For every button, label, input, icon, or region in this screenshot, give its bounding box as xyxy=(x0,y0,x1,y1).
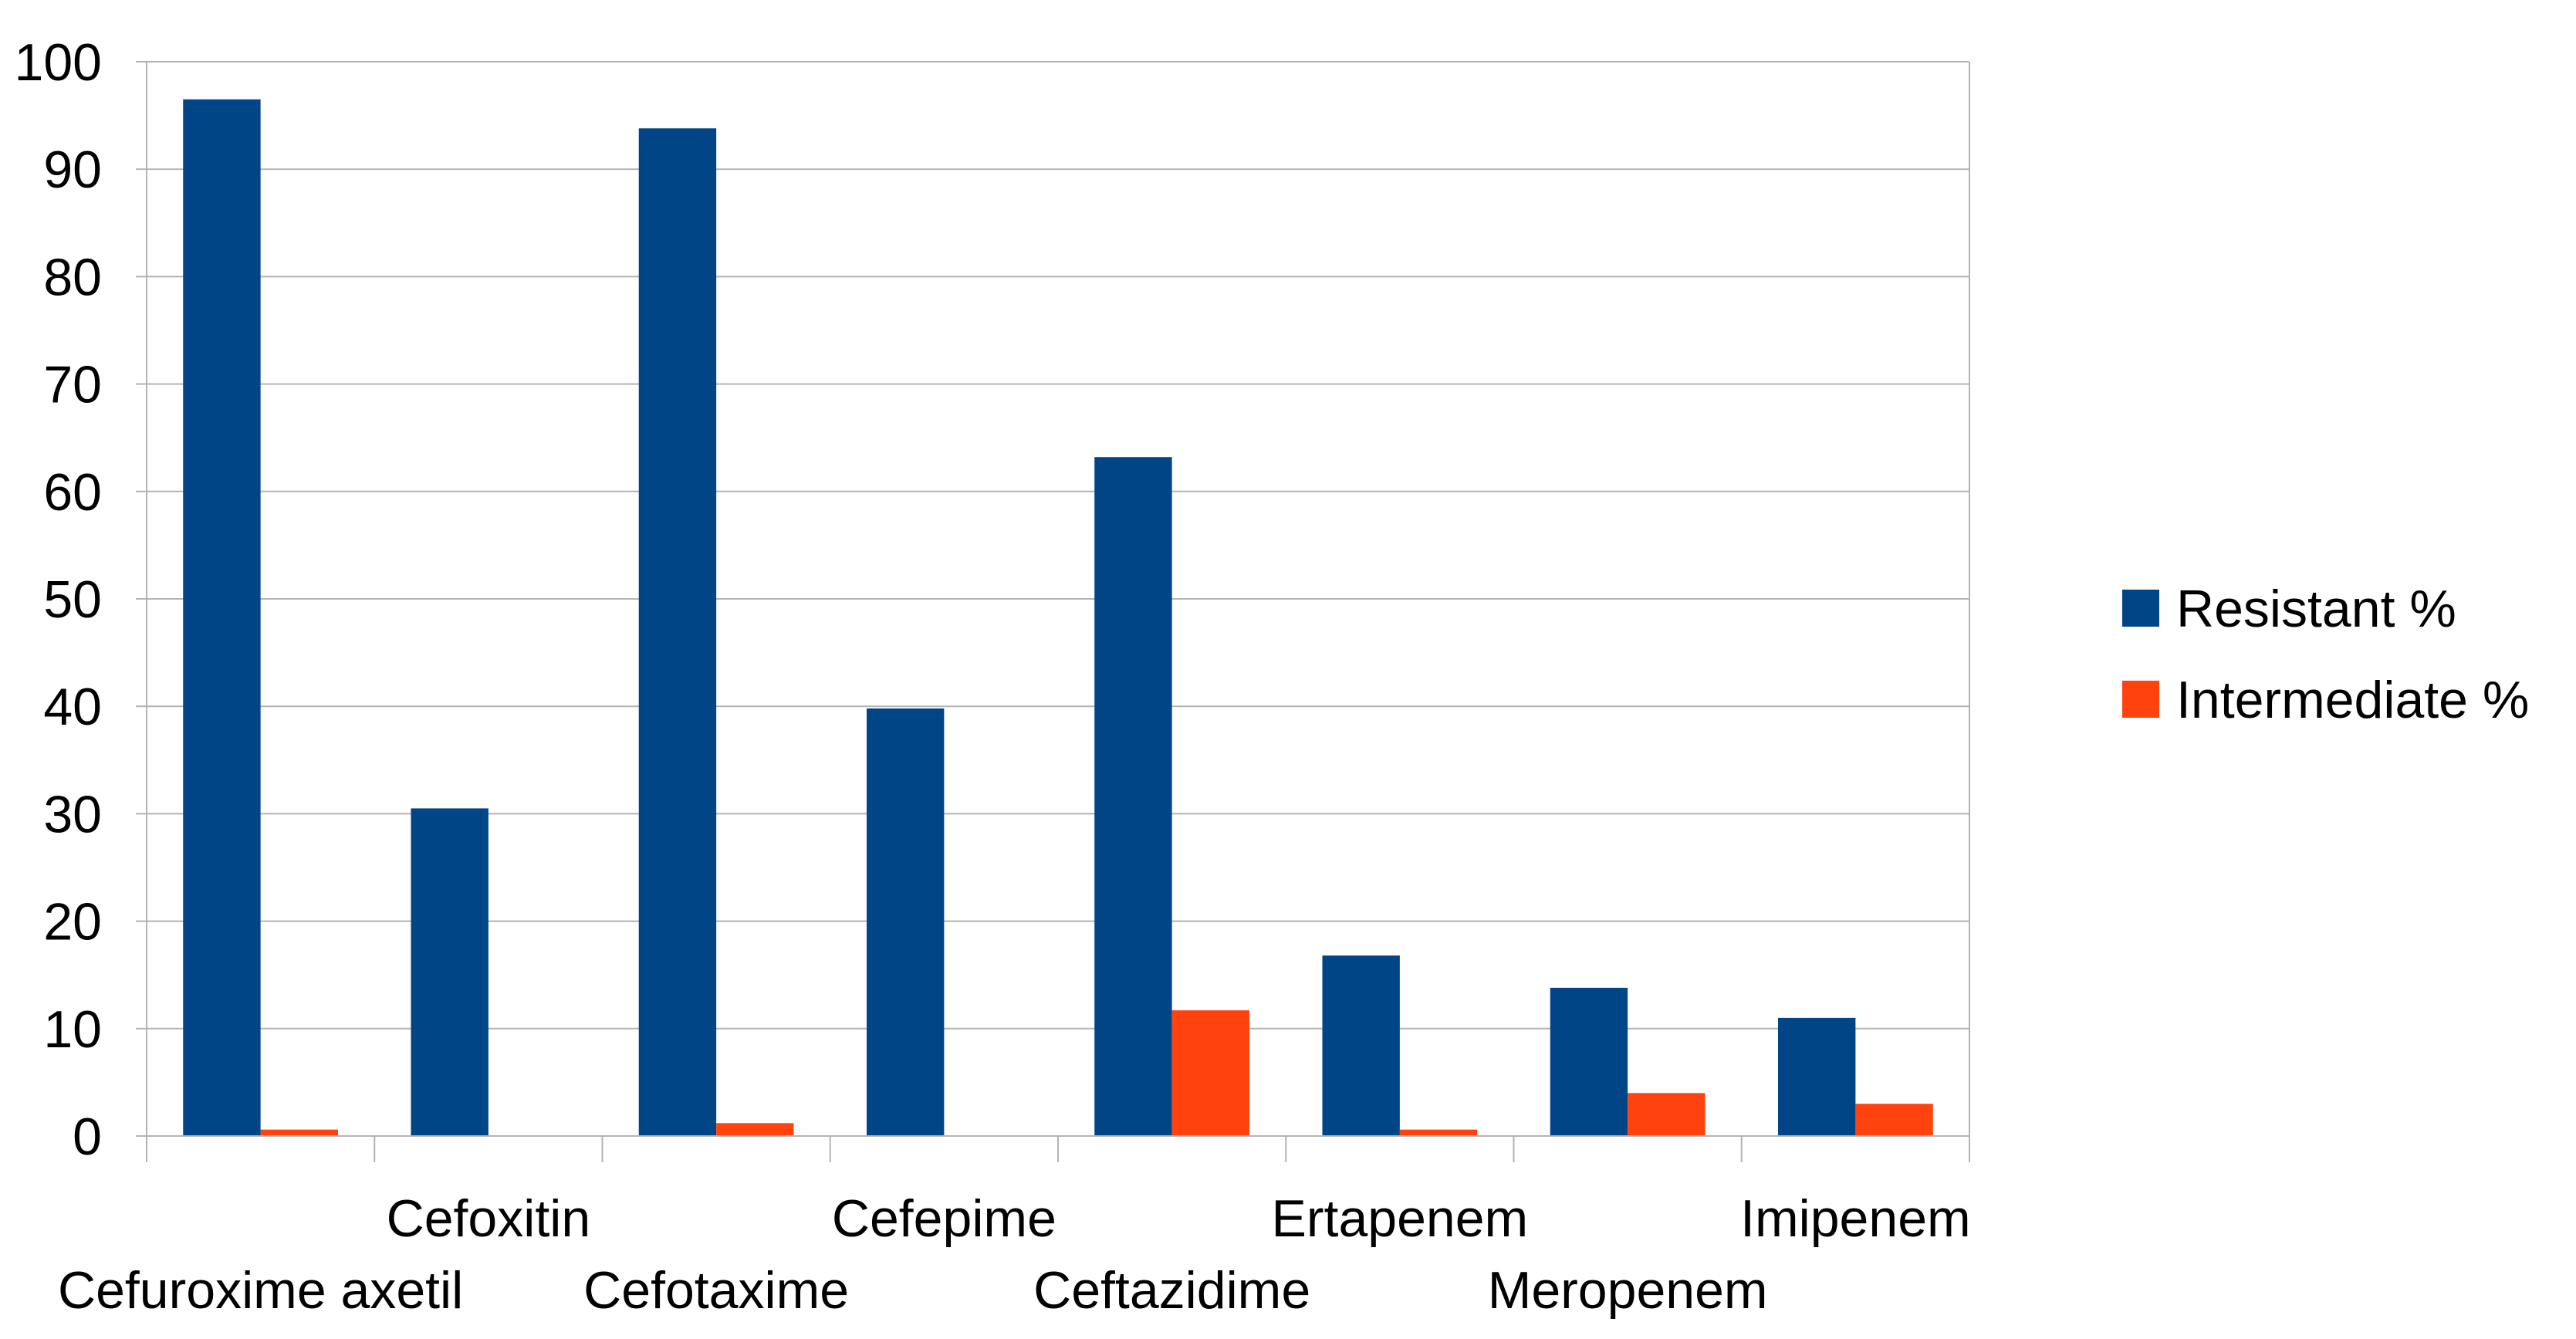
bar-intermediate xyxy=(1399,1129,1478,1136)
bar-intermediate xyxy=(1855,1104,1933,1136)
legend: Resistant % Intermediate % xyxy=(2122,580,2529,729)
x-tick-label: Cefepime xyxy=(832,1189,1056,1248)
axes xyxy=(136,61,1970,1162)
y-tick-label: 50 xyxy=(43,570,102,629)
bar-resistant xyxy=(638,128,717,1137)
y-tick-label: 20 xyxy=(43,893,102,952)
x-tick-label: Cefoxitin xyxy=(387,1189,591,1248)
bar-resistant xyxy=(866,708,945,1136)
y-tick-label: 90 xyxy=(43,140,102,199)
x-tick-labels: Cefuroxime axetil Cefoxitin Cefotaxime Cefe… xyxy=(58,1189,1971,1320)
x-tick-label: Ertapenem xyxy=(1272,1189,1529,1248)
x-tick-label: Meropenem xyxy=(1488,1261,1768,1320)
bar-resistant xyxy=(1322,955,1400,1136)
y-tick-label: 100 xyxy=(15,33,102,92)
legend-label-intermediate: Intermediate % xyxy=(2176,671,2529,729)
x-tick-label: Ceftazidime xyxy=(1033,1261,1310,1320)
x-tick-label: Cefotaxime xyxy=(583,1261,849,1320)
x-tick-label: Cefuroxime axetil xyxy=(58,1261,463,1320)
bar-intermediate xyxy=(716,1123,794,1136)
legend-swatch-intermediate xyxy=(2122,681,2159,718)
bar-intermediate xyxy=(1171,1010,1250,1136)
y-tick-label: 80 xyxy=(43,248,102,306)
bar-resistant xyxy=(411,808,488,1136)
bar-intermediate xyxy=(260,1129,339,1136)
legend-label-resistant: Resistant % xyxy=(2176,580,2456,638)
bar-intermediate xyxy=(1628,1093,1706,1136)
bar-resistant xyxy=(1550,987,1628,1136)
bars xyxy=(183,99,1933,1137)
y-tick-label: 0 xyxy=(73,1107,102,1166)
y-tick-labels: 0 10 20 30 40 50 60 70 80 90 100 xyxy=(15,33,102,1166)
y-tick-label: 10 xyxy=(43,1000,102,1059)
x-tick-label: Imipenem xyxy=(1740,1189,1971,1248)
bar-resistant xyxy=(183,99,261,1137)
bar-resistant xyxy=(1094,457,1172,1136)
legend-swatch-resistant xyxy=(2122,590,2159,627)
y-tick-label: 30 xyxy=(43,785,102,844)
y-tick-label: 70 xyxy=(43,356,102,414)
bar-resistant xyxy=(1777,1017,1856,1136)
y-tick-label: 40 xyxy=(43,678,102,736)
y-tick-label: 60 xyxy=(43,463,102,522)
